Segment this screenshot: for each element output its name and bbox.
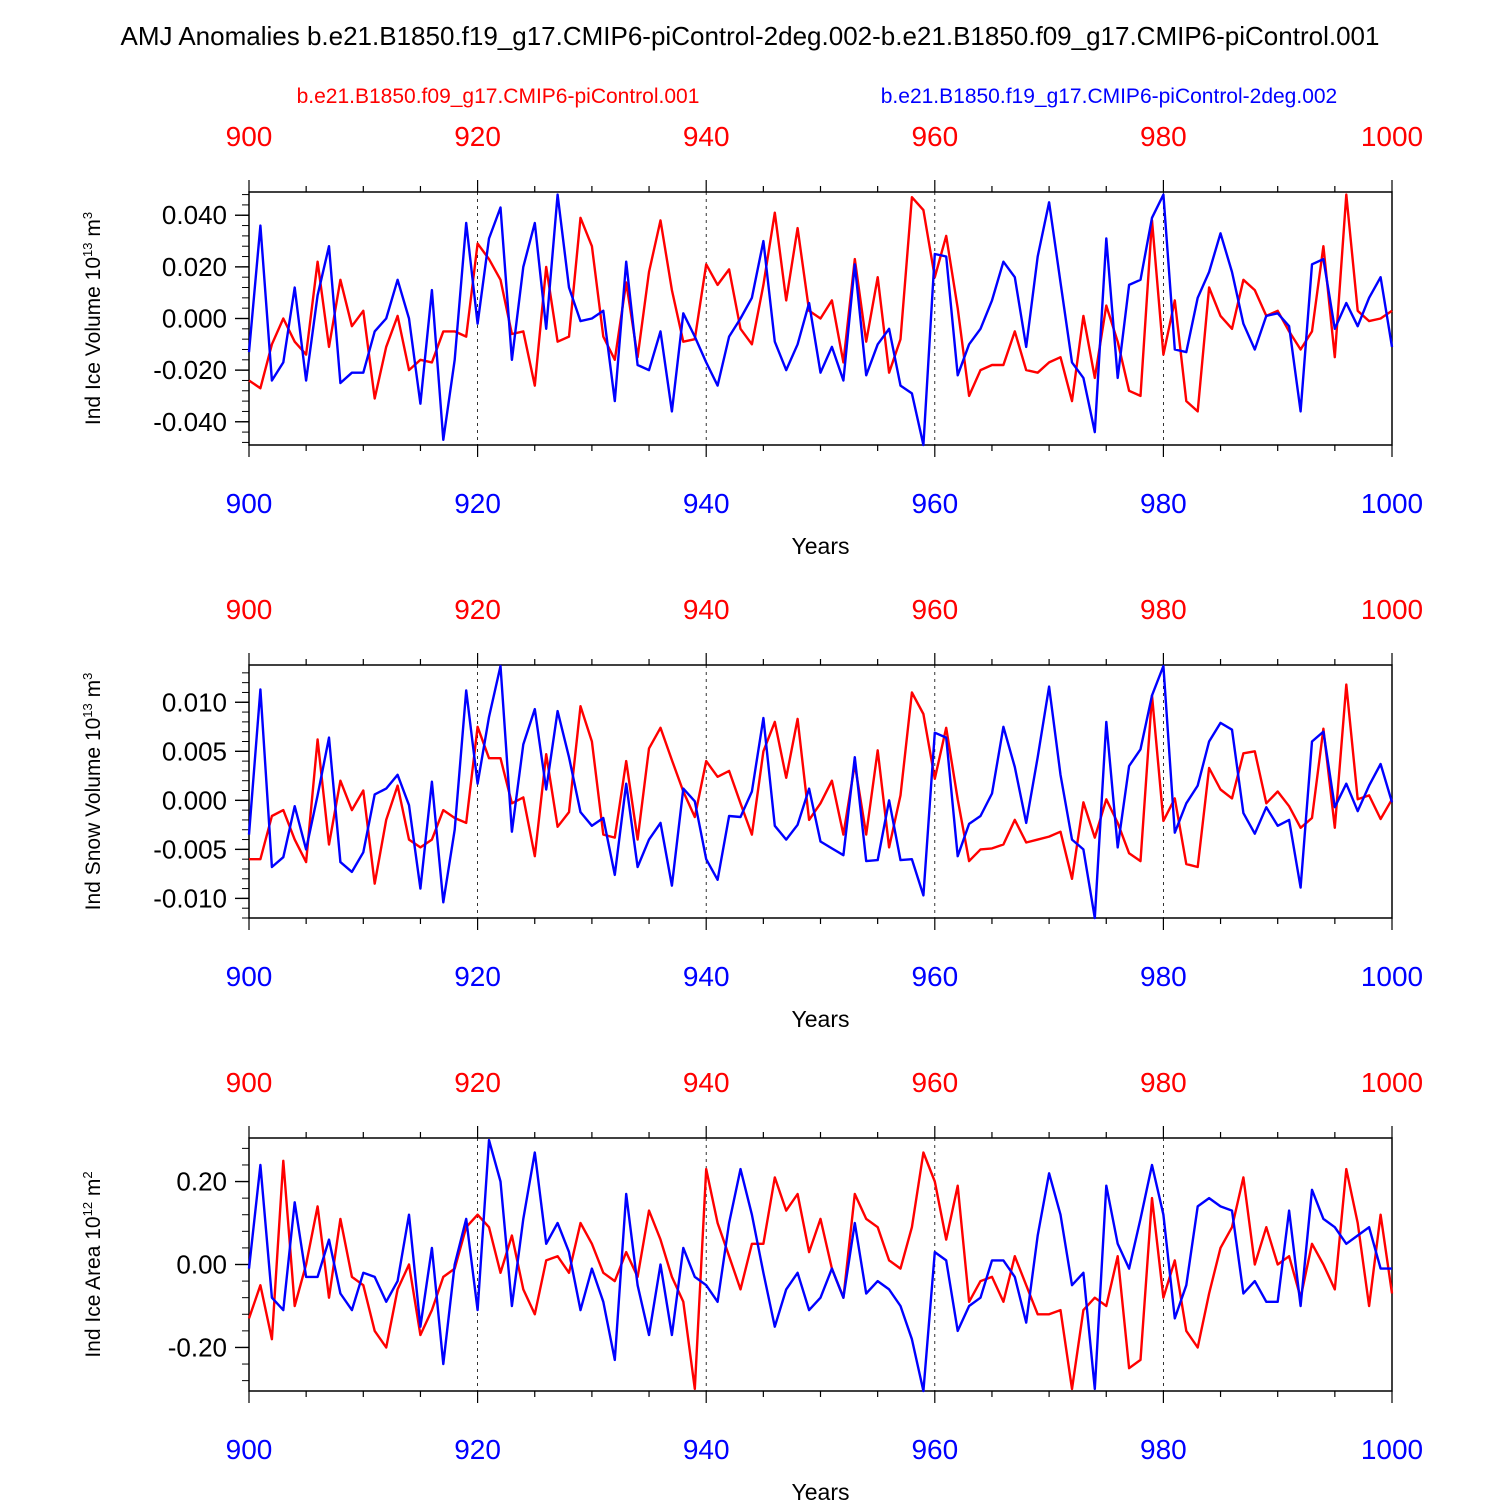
x-bottom-tick-label: 980 xyxy=(1140,488,1187,519)
y-tick-label: 0.000 xyxy=(162,304,227,334)
x-bottom-tick-label: 960 xyxy=(911,1434,958,1465)
x-top-tick-label: 900 xyxy=(226,121,273,152)
x-bottom-tick-label: 900 xyxy=(226,1434,273,1465)
x-top-tick-label: 980 xyxy=(1140,121,1187,152)
y-tick-label: -0.010 xyxy=(153,883,227,913)
x-bottom-tick-label: 940 xyxy=(683,1434,730,1465)
legend-red-label: b.e21.B1850.f09_g17.CMIP6-piControl.001 xyxy=(297,85,700,108)
x-top-tick-label: 960 xyxy=(911,1067,958,1098)
x-top-tick-label: 960 xyxy=(911,594,958,625)
series-line-red xyxy=(249,683,1394,885)
y-tick-label: 0.040 xyxy=(162,200,227,230)
x-top-tick-label: 1000 xyxy=(1361,1067,1423,1098)
x-bottom-tick-label: 920 xyxy=(454,1434,501,1465)
x-top-tick-label: 900 xyxy=(226,594,273,625)
x-bottom-tick-label: 920 xyxy=(454,488,501,519)
x-bottom-tick-label: 960 xyxy=(911,961,958,992)
y-axis-label: Ind Ice Volume 1013 m3 xyxy=(80,212,105,425)
y-axis-label: Ind Snow Volume 1013 m3 xyxy=(80,673,105,911)
x-bottom-tick-label: 900 xyxy=(226,961,273,992)
x-bottom-tick-label: 940 xyxy=(683,961,730,992)
x-bottom-tick-label: 980 xyxy=(1140,1434,1187,1465)
x-bottom-tick-label: 940 xyxy=(683,488,730,519)
x-top-tick-label: 900 xyxy=(226,1067,273,1098)
y-tick-label: -0.20 xyxy=(168,1332,227,1362)
series-line-red xyxy=(248,193,1393,413)
x-top-tick-label: 920 xyxy=(454,121,501,152)
plot-frame xyxy=(248,1137,1393,1392)
x-axis-label: Years xyxy=(792,1479,850,1500)
x-bottom-tick-label: 960 xyxy=(911,488,958,519)
x-top-tick-label: 960 xyxy=(911,121,958,152)
y-tick-label: 0.020 xyxy=(162,252,227,282)
series-line-blue xyxy=(247,1138,1392,1393)
series-line-blue xyxy=(247,664,1394,920)
x-axis-label: Years xyxy=(792,533,850,559)
x-top-tick-label: 1000 xyxy=(1361,594,1423,625)
x-axis-label: Years xyxy=(792,1006,850,1032)
y-tick-label: -0.040 xyxy=(153,407,227,437)
x-bottom-tick-label: 980 xyxy=(1140,961,1187,992)
x-top-tick-label: 980 xyxy=(1140,1067,1187,1098)
chart-panel-2: 900 900 920 920 940 940 960 960 980 980 1000 1000 Ye… xyxy=(80,594,1423,1032)
series-line-red xyxy=(247,1151,1394,1391)
y-tick-label: 0.010 xyxy=(162,687,227,717)
y-tick-label: 0.20 xyxy=(176,1167,227,1197)
x-top-tick-label: 980 xyxy=(1140,594,1187,625)
legend-blue-label: b.e21.B1850.f19_g17.CMIP6-piControl-2deg… xyxy=(881,85,1337,108)
figure-title: AMJ Anomalies b.e21.B1850.f19_g17.CMIP6-… xyxy=(121,21,1380,51)
x-top-tick-label: 940 xyxy=(683,1067,730,1098)
x-top-tick-label: 1000 xyxy=(1361,121,1423,152)
y-tick-label: 0.005 xyxy=(162,736,227,766)
x-bottom-tick-label: 1000 xyxy=(1361,488,1423,519)
x-top-tick-label: 920 xyxy=(454,594,501,625)
chart-panel-3: 900 900 920 920 940 940 960 960 980 980 1000 1000 Ye… xyxy=(80,1067,1423,1500)
x-bottom-tick-label: 900 xyxy=(226,488,273,519)
x-bottom-tick-label: 1000 xyxy=(1361,1434,1423,1465)
panels: 900 900 920 920 940 940 960 960 980 980 1000 1000 Ye… xyxy=(80,121,1423,1500)
x-bottom-tick-label: 920 xyxy=(454,961,501,992)
y-axis-label: Ind Ice Area 1012 m2 xyxy=(80,1171,105,1357)
x-bottom-tick-label: 1000 xyxy=(1361,961,1423,992)
x-top-tick-label: 940 xyxy=(683,594,730,625)
y-tick-label: -0.020 xyxy=(153,355,227,385)
y-tick-label: 0.000 xyxy=(162,785,227,815)
series-line-blue xyxy=(247,193,1394,447)
y-tick-label: 0.00 xyxy=(176,1250,227,1280)
x-top-tick-label: 940 xyxy=(683,121,730,152)
y-tick-label: -0.005 xyxy=(153,834,227,864)
chart-panel-1: 900 900 920 920 940 940 960 960 980 980 1000 1000 Ye… xyxy=(80,121,1423,559)
x-top-tick-label: 920 xyxy=(454,1067,501,1098)
